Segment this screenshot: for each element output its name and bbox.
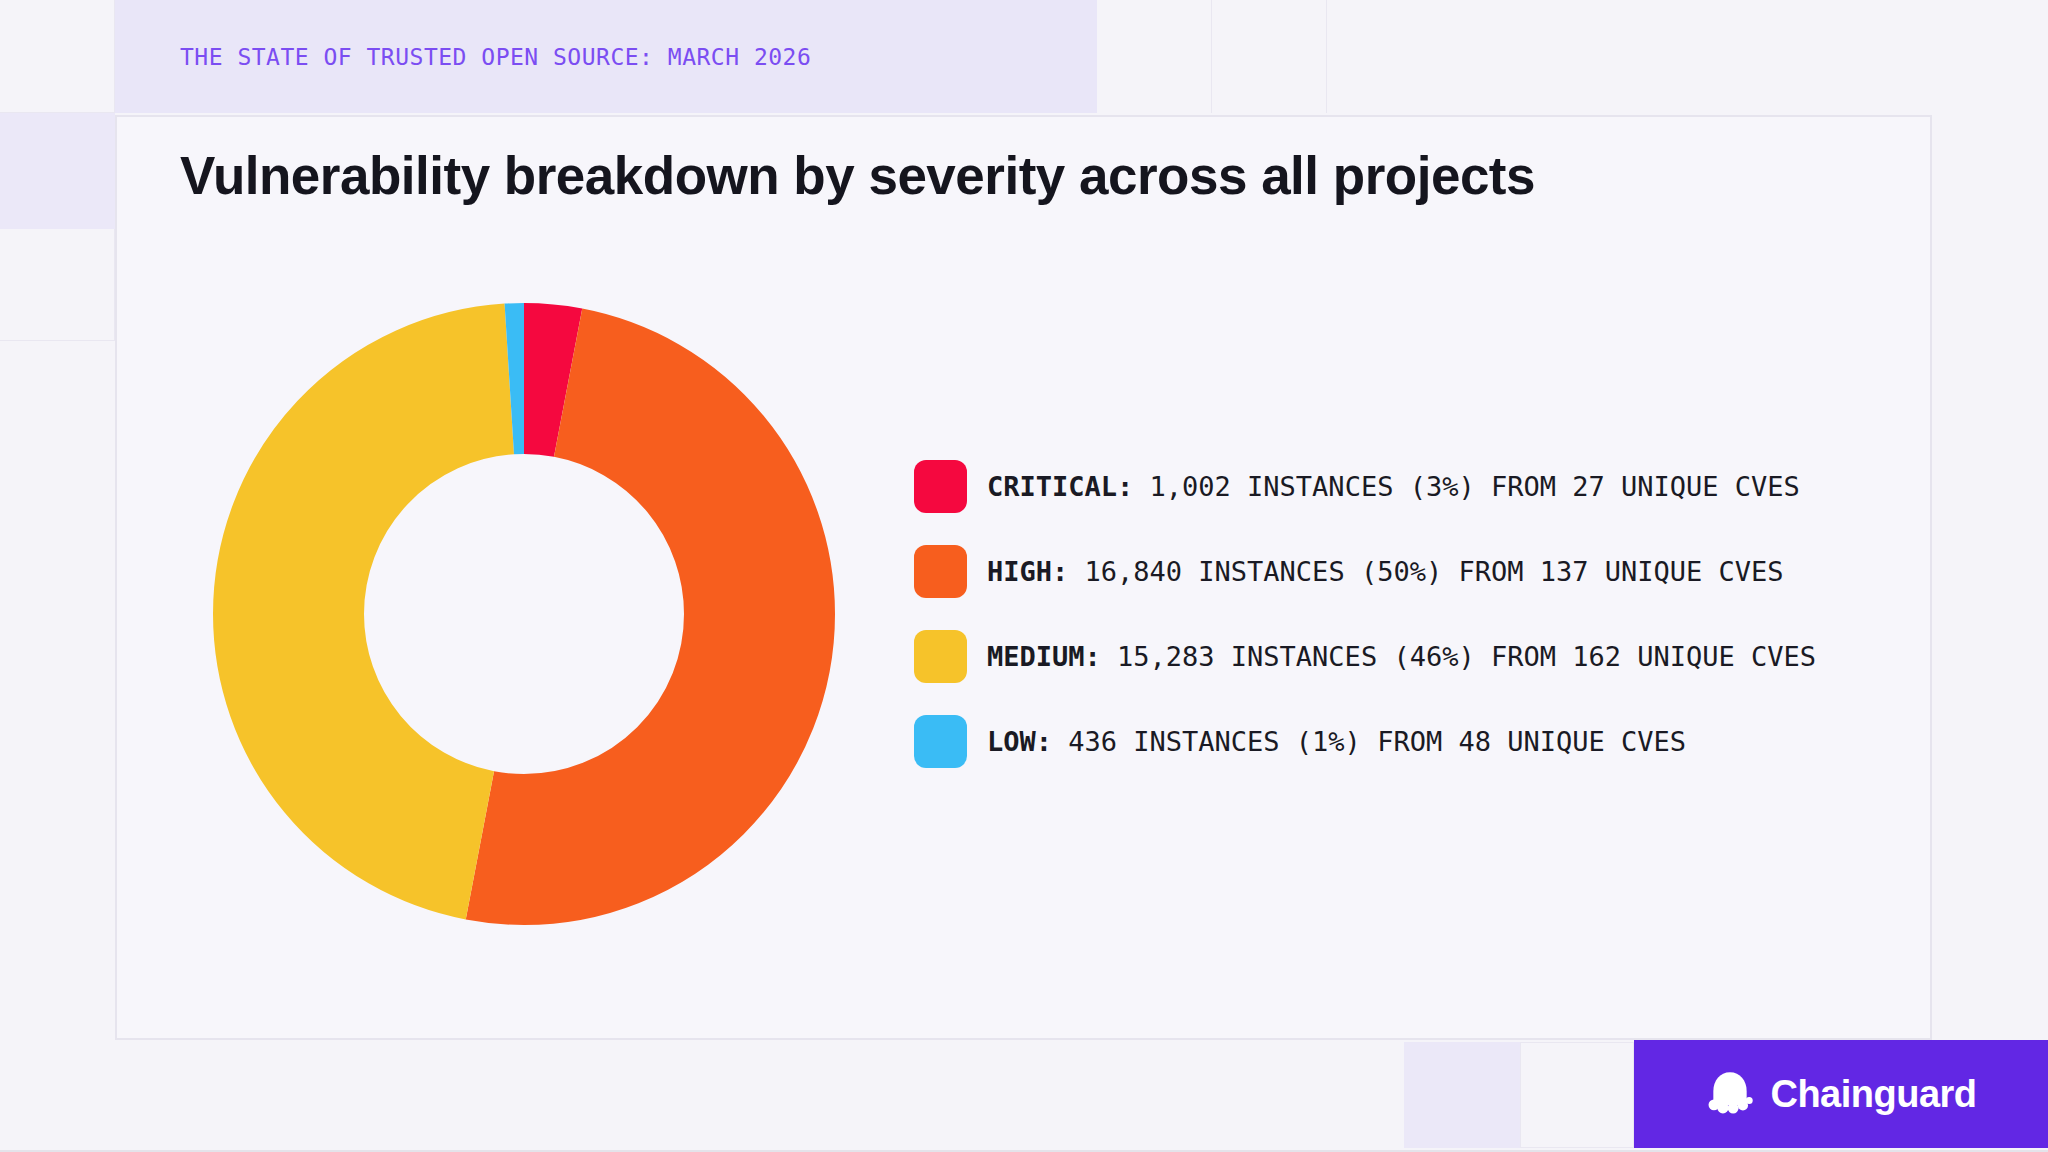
decor-block-top-left-3 <box>0 229 115 341</box>
decor-block-top-right-2 <box>1212 0 1327 113</box>
chart-card: Vulnerability breakdown by severity acro… <box>115 115 1932 1040</box>
brand-wordmark: Chainguard <box>1770 1073 1976 1116</box>
legend-swatch-high <box>914 545 967 598</box>
chart-title: Vulnerability breakdown by severity acro… <box>180 145 1535 206</box>
legend-entry-text: HIGH: 16,840 INSTANCES (50%) FROM 137 UN… <box>987 556 1784 587</box>
legend-row: LOW: 436 INSTANCES (1%) FROM 48 UNIQUE C… <box>914 715 1816 768</box>
legend-swatch-low <box>914 715 967 768</box>
legend-entry-text: MEDIUM: 15,283 INSTANCES (46%) FROM 162 … <box>987 641 1816 672</box>
legend-row: MEDIUM: 15,283 INSTANCES (46%) FROM 162 … <box>914 630 1816 683</box>
chainguard-octopus-icon <box>1705 1069 1755 1119</box>
legend-swatch-medium <box>914 630 967 683</box>
decor-block-bottom-lavender <box>1404 1042 1520 1148</box>
decor-block-bottom-outline <box>1520 1042 1634 1148</box>
chart-legend: CRITICAL: 1,002 INSTANCES (3%) FROM 27 U… <box>914 460 1816 800</box>
decor-block-top-right-1 <box>1097 0 1212 113</box>
legend-entry-text: LOW: 436 INSTANCES (1%) FROM 48 UNIQUE C… <box>987 726 1686 757</box>
legend-row: HIGH: 16,840 INSTANCES (50%) FROM 137 UN… <box>914 545 1816 598</box>
legend-row: CRITICAL: 1,002 INSTANCES (3%) FROM 27 U… <box>914 460 1816 513</box>
legend-entry-text: CRITICAL: 1,002 INSTANCES (3%) FROM 27 U… <box>987 471 1800 502</box>
brand-box: Chainguard <box>1634 1040 2048 1148</box>
infographic-canvas: THE STATE OF TRUSTED OPEN SOURCE: MARCH … <box>0 0 2048 1152</box>
donut-chart <box>213 303 835 925</box>
header-band: THE STATE OF TRUSTED OPEN SOURCE: MARCH … <box>115 0 1097 113</box>
legend-swatch-critical <box>914 460 967 513</box>
decor-block-top-left-1 <box>0 0 115 113</box>
decor-block-top-left-2 <box>0 113 115 229</box>
eyebrow-text: THE STATE OF TRUSTED OPEN SOURCE: MARCH … <box>180 44 811 70</box>
